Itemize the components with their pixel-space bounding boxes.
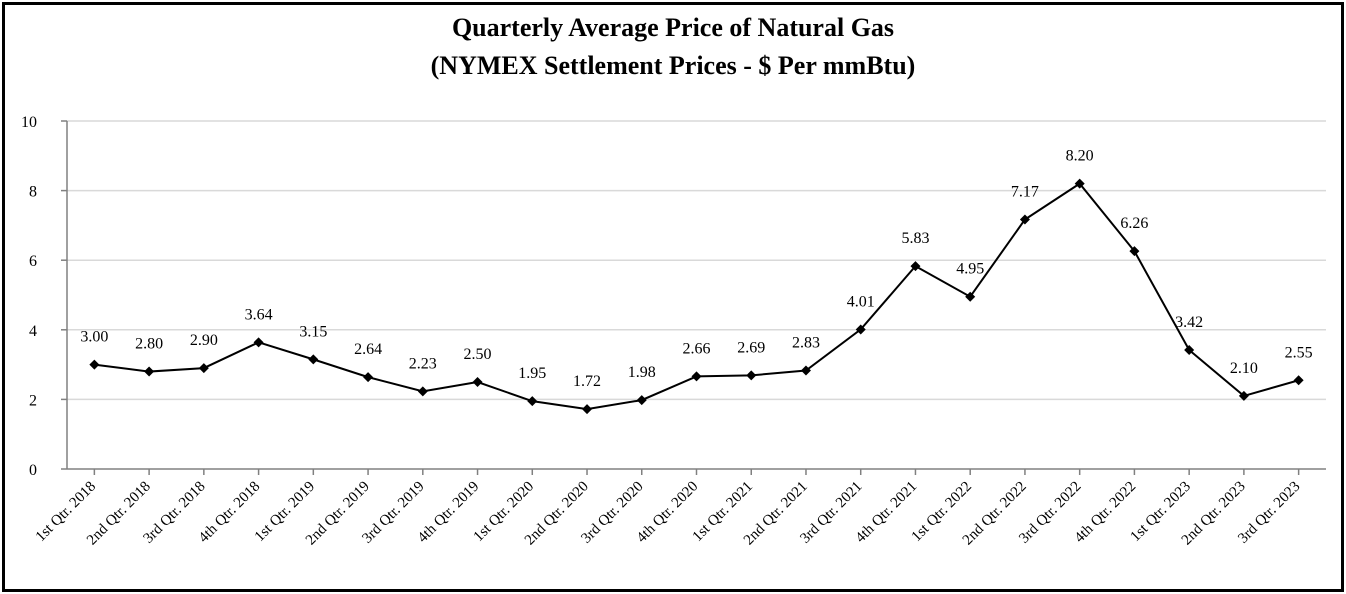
data-label: 2.66 bbox=[683, 340, 711, 357]
chart-title: Quarterly Average Price of Natural Gas bbox=[451, 13, 895, 42]
data-point bbox=[363, 372, 374, 383]
data-point bbox=[308, 354, 319, 365]
data-label: 2.90 bbox=[190, 332, 218, 349]
data-label: 2.83 bbox=[792, 335, 820, 352]
data-point bbox=[1129, 246, 1140, 257]
data-point bbox=[1019, 214, 1030, 225]
chart-subtitle: (NYMEX Settlement Prices - $ Per mmBtu) bbox=[430, 51, 916, 80]
data-point bbox=[636, 395, 647, 406]
data-label: 2.69 bbox=[737, 339, 765, 356]
data-point bbox=[89, 359, 100, 370]
gridlines bbox=[67, 120, 1326, 401]
data-label: 4.95 bbox=[956, 261, 984, 278]
data-point bbox=[910, 261, 921, 272]
data-point bbox=[746, 370, 757, 381]
data-label: 2.23 bbox=[409, 355, 437, 372]
data-point bbox=[472, 377, 483, 387]
y-tick-label: 6 bbox=[29, 253, 37, 270]
y-tick-label: 4 bbox=[29, 323, 37, 340]
y-tick-label: 8 bbox=[29, 184, 37, 201]
y-tick-label: 2 bbox=[29, 392, 37, 409]
data-label: 2.50 bbox=[464, 346, 492, 363]
data-point bbox=[417, 386, 428, 397]
y-tick-label: 0 bbox=[29, 462, 37, 479]
data-label: 3.64 bbox=[245, 306, 273, 323]
data-label: 4.01 bbox=[847, 293, 875, 310]
data-point bbox=[1184, 344, 1195, 355]
data-point bbox=[527, 396, 538, 407]
data-label: 2.64 bbox=[354, 341, 382, 358]
y-tick-label: 10 bbox=[21, 114, 37, 131]
data-label: 3.00 bbox=[80, 329, 108, 346]
data-label: 3.42 bbox=[1175, 314, 1203, 331]
data-point bbox=[965, 291, 976, 302]
axes bbox=[66, 121, 1326, 470]
data-point bbox=[691, 371, 702, 382]
data-label: 6.26 bbox=[1120, 215, 1148, 232]
data-label: 8.20 bbox=[1066, 148, 1094, 165]
data-label: 2.80 bbox=[135, 336, 163, 353]
data-point bbox=[582, 404, 593, 415]
price-series bbox=[89, 178, 1304, 415]
data-point bbox=[144, 366, 155, 377]
data-point bbox=[1293, 375, 1304, 386]
data-point bbox=[1238, 390, 1249, 401]
data-label: 3.15 bbox=[299, 323, 327, 340]
data-label: 5.83 bbox=[901, 230, 929, 247]
y-axis-ticks: 0 2 4 6 8 10 bbox=[21, 114, 67, 479]
data-label: 1.95 bbox=[518, 365, 546, 382]
data-point bbox=[800, 365, 811, 376]
data-labels: 3.00 2.80 2.90 3.64 3.15 2.64 2.23 2.50 1.95 1.72… bbox=[80, 148, 1312, 391]
data-label: 2.55 bbox=[1285, 344, 1313, 361]
data-point bbox=[1074, 178, 1085, 189]
data-label: 1.72 bbox=[573, 373, 601, 390]
data-point bbox=[855, 324, 866, 335]
data-label: 1.98 bbox=[628, 364, 656, 381]
data-label: 2.10 bbox=[1230, 360, 1258, 377]
data-point bbox=[253, 337, 264, 348]
data-label: 7.17 bbox=[1011, 183, 1039, 200]
data-point bbox=[198, 363, 209, 374]
